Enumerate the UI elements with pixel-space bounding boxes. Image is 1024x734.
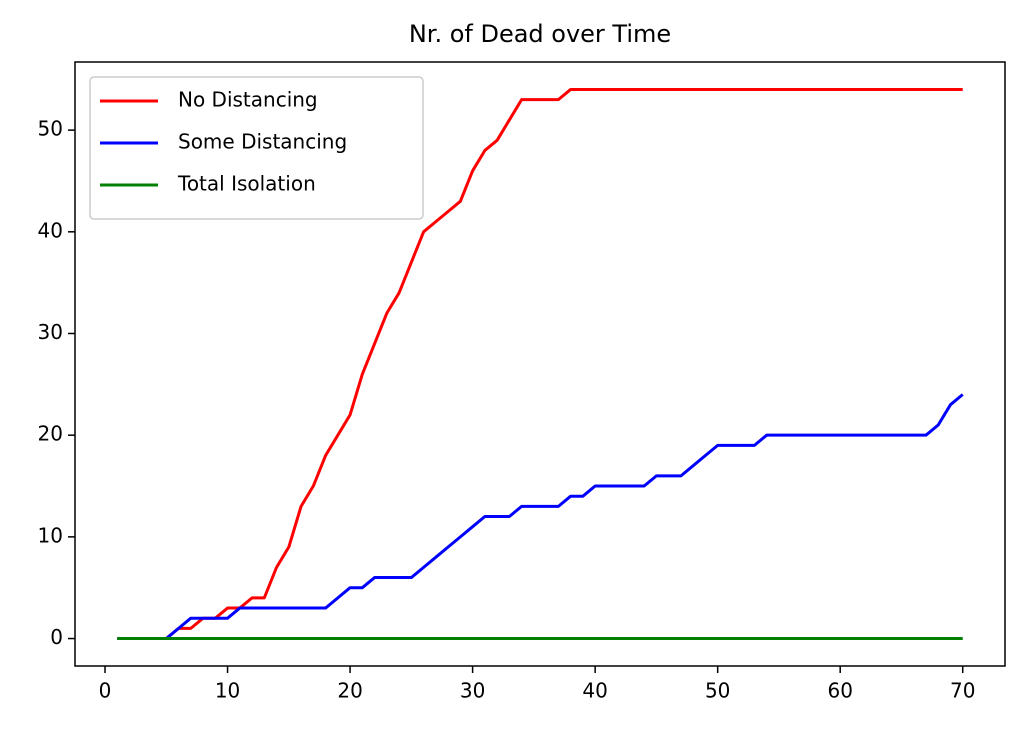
y-tick-label: 40 [38, 218, 63, 242]
y-tick-label: 10 [38, 523, 63, 547]
x-tick-label: 0 [99, 679, 112, 703]
chart-title: Nr. of Dead over Time [409, 20, 671, 48]
x-tick-label: 20 [337, 679, 362, 703]
y-tick-label: 0 [50, 625, 63, 649]
series-line [117, 87, 963, 641]
y-tick-label: 30 [38, 320, 63, 344]
x-tick-label: 10 [215, 679, 240, 703]
x-tick-label: 70 [950, 679, 975, 703]
y-tick-label: 50 [38, 117, 63, 141]
series-line [117, 393, 964, 641]
legend-label: Some Distancing [178, 130, 347, 154]
legend-box [89, 76, 424, 220]
x-tick-label: 30 [460, 679, 485, 703]
x-tick-label: 50 [705, 679, 730, 703]
y-tick-label: 20 [38, 422, 63, 446]
x-tick-label: 40 [582, 679, 607, 703]
legend-label: Total Isolation [177, 172, 316, 196]
legend-label: No Distancing [178, 88, 318, 112]
x-tick-label: 60 [827, 679, 852, 703]
plot-frame [74, 61, 1006, 667]
